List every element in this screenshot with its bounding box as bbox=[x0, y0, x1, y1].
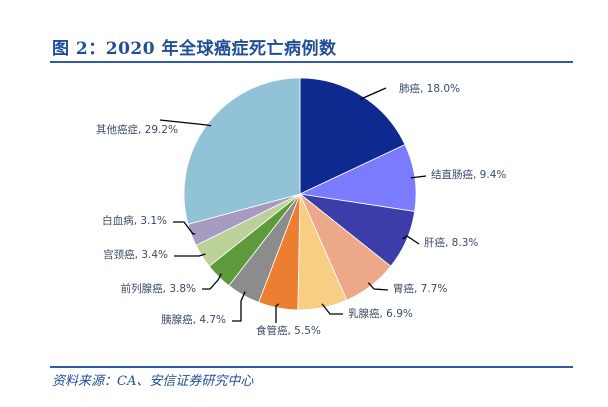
data-label: 其他癌症, 29.2% bbox=[96, 123, 178, 136]
leader-line bbox=[159, 119, 212, 127]
pie-slice bbox=[299, 77, 406, 195]
title-divider bbox=[50, 61, 573, 63]
leader-line bbox=[410, 175, 427, 179]
data-labels: 肺癌, 18.0% 结直肠癌, 9.4% 肝癌, 8.3% 胃癌, 7.7% 乳腺癌, … bbox=[96, 82, 506, 337]
leader-line bbox=[173, 221, 196, 235]
footer-divider bbox=[50, 366, 573, 368]
leader-line bbox=[232, 291, 246, 322]
leader-line bbox=[174, 253, 206, 257]
leader-line bbox=[275, 303, 280, 323]
chart-title: 图 2：2020 年全球癌症死亡病例数 bbox=[52, 39, 337, 59]
pie-slices bbox=[183, 77, 417, 311]
data-label: 宫颈癌, 3.4% bbox=[103, 248, 168, 261]
leader-line bbox=[367, 282, 389, 291]
leader-line bbox=[402, 235, 420, 245]
data-label: 前列腺癌, 3.8% bbox=[121, 282, 196, 295]
data-label: 食管癌, 5.5% bbox=[256, 324, 321, 337]
pie-slice bbox=[183, 77, 301, 225]
data-label: 结直肠癌, 9.4% bbox=[431, 168, 506, 181]
source-note: 资料来源：CA、安信证券研究中心 bbox=[52, 374, 254, 389]
leader-lines bbox=[159, 87, 427, 323]
data-label: 肺癌, 18.0% bbox=[399, 82, 460, 95]
data-label: 乳腺癌, 6.9% bbox=[348, 307, 413, 320]
data-label: 胰腺癌, 4.7% bbox=[161, 313, 226, 326]
leader-line bbox=[321, 303, 343, 315]
data-label: 肝癌, 8.3% bbox=[424, 236, 478, 249]
data-label: 白血病, 3.1% bbox=[102, 214, 167, 227]
leader-line bbox=[202, 273, 222, 290]
leader-line bbox=[359, 87, 387, 100]
data-label: 胃癌, 7.7% bbox=[393, 282, 447, 295]
